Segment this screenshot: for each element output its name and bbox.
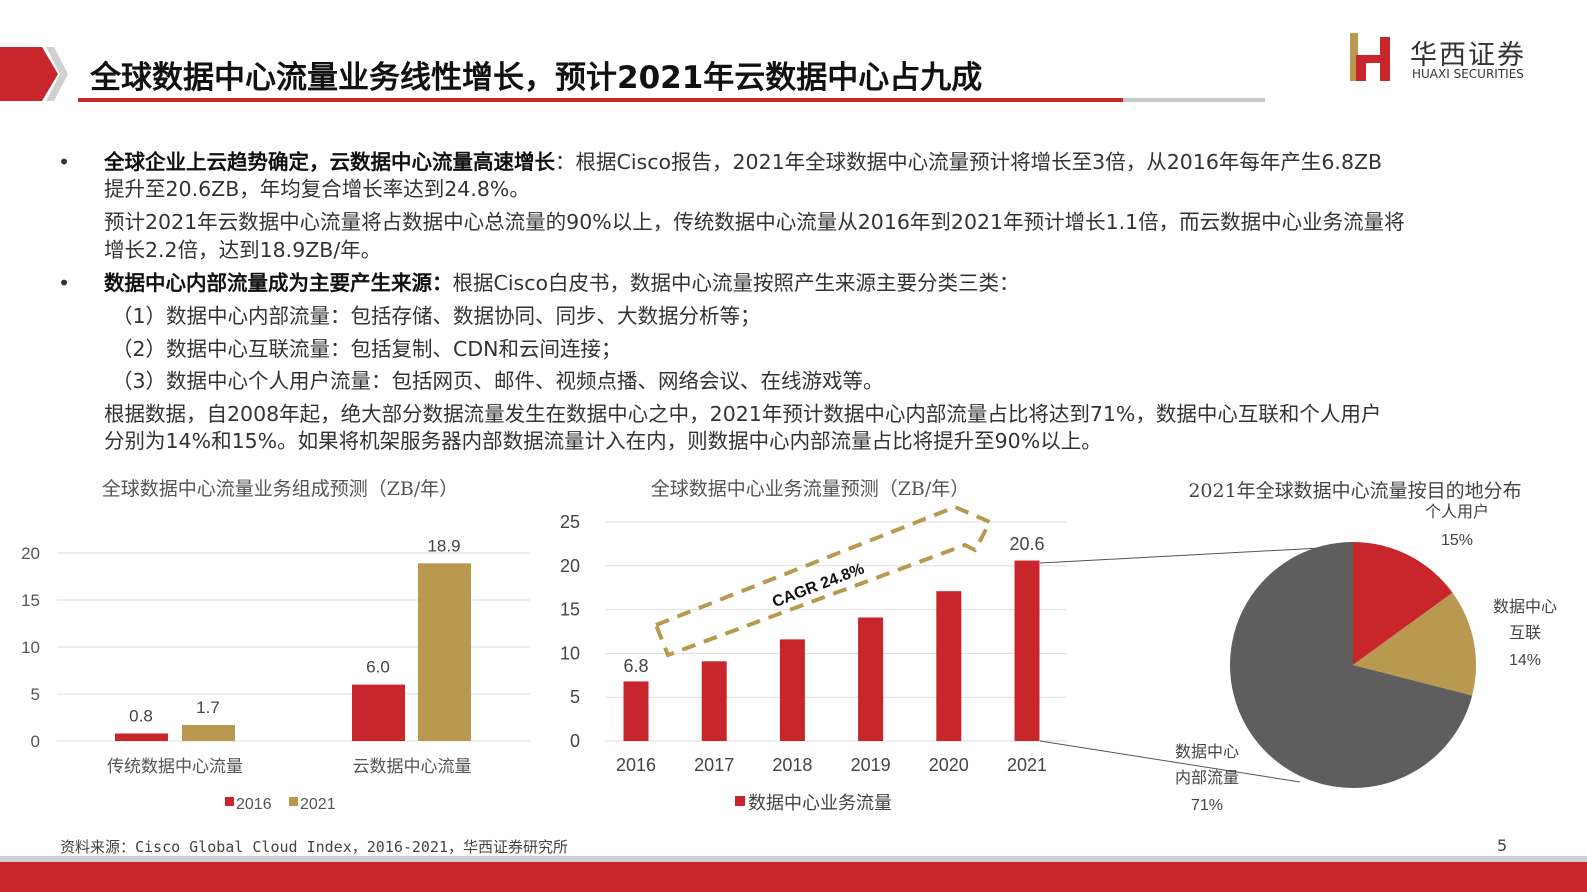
pie-value: 15% [1441, 532, 1473, 549]
page-title: 全球数据中心流量业务线性增长，预计2021年云数据中心占九成 [90, 60, 983, 96]
data-label: 6.0 [366, 658, 390, 677]
bar [623, 681, 649, 741]
chart3-title: 2021年全球数据中心流量按目的地分布 [1188, 480, 1522, 502]
bullet-dot: • [58, 150, 71, 174]
page-number: 5 [1497, 836, 1508, 855]
y-tick-label: 15 [21, 591, 40, 610]
para-2-line1: 预计2021年云数据中心流量将占数据中心总流量的90%以上，传统数据中心流量从2… [104, 210, 1405, 234]
x-tick-label: 2017 [694, 755, 734, 775]
legend-label: 2016 [236, 796, 272, 813]
pie-value: 71% [1191, 797, 1223, 814]
title-accent-arrow [0, 47, 68, 101]
data-label: 6.8 [623, 656, 648, 676]
list-item-3: （3）数据中心个人用户流量：包括网页、邮件、视频点播、网络会议、在线游戏等。 [112, 369, 884, 393]
para-3-line2: 分别为14%和15%。如果将机架服务器内部数据流量计入在内，则数据中心内部流量占… [104, 429, 1102, 453]
bullet-2-text: 根据Cisco白皮书，数据中心流量按照产生来源主要分类三类： [452, 271, 1020, 295]
pie-label: 数据中心 [1493, 598, 1557, 616]
bullet-1-line2: 提升至20.6ZB，年均复合增长率达到24.8%。 [104, 177, 530, 201]
pie-label: 数据中心 [1175, 743, 1239, 761]
source-note: 资料来源：Cisco Global Cloud Index，2016-2021，… [60, 838, 569, 856]
y-tick-label: 5 [31, 685, 40, 704]
cagr-label: CAGR 24.8% [770, 560, 867, 611]
data-label: 18.9 [427, 536, 460, 555]
bullet-2-heading: 数据中心内部流量成为主要产生来源： [104, 271, 453, 295]
legend-swatch [289, 797, 298, 806]
pie-label: 个人用户 [1425, 503, 1489, 521]
bar [936, 591, 962, 741]
cagr-arrow [653, 504, 993, 658]
data-label: 0.8 [129, 706, 153, 725]
pie-label: 内部流量 [1175, 769, 1239, 787]
y-tick-label: 0 [570, 731, 580, 751]
x-tick-label: 2019 [851, 755, 891, 775]
bar [182, 725, 235, 741]
connector-line [1039, 546, 1341, 564]
list-item-2: （2）数据中心互联流量：包括复制、CDN和云间连接； [112, 337, 622, 361]
data-label: 20.6 [1009, 534, 1044, 554]
y-tick-label: 5 [570, 687, 580, 707]
x-tick-label: 2018 [772, 755, 812, 775]
x-tick-label: 2021 [1007, 755, 1047, 775]
legend-label: 数据中心业务流量 [748, 793, 892, 813]
legend-swatch [735, 796, 745, 806]
y-tick-label: 0 [31, 732, 40, 751]
bullet-2: 数据中心内部流量成为主要产生来源：根据Cisco白皮书，数据中心流量按照产生来源… [104, 269, 1020, 297]
x-tick-label: 2016 [616, 755, 656, 775]
pie-slice [1353, 592, 1477, 696]
y-tick-label: 20 [21, 544, 40, 563]
bar [1014, 560, 1040, 741]
pie-slice [1353, 542, 1453, 665]
bar [115, 733, 168, 741]
footer-divider [0, 856, 1587, 862]
footer-bar [0, 862, 1587, 892]
legend-swatch [225, 797, 234, 806]
list-item-1: （1）数据中心内部流量：包括存储、数据协同、同步、大数据分析等； [112, 304, 761, 328]
bullet-dot: • [58, 271, 71, 295]
bullet-1-heading: 全球企业上云趋势确定，云数据中心流量高速增长 [104, 150, 555, 174]
y-tick-label: 10 [21, 638, 40, 657]
bullet-1: 全球企业上云趋势确定，云数据中心流量高速增长：根据Cisco报告，2021年全球… [104, 148, 1382, 176]
logo-mark-icon [1350, 33, 1390, 81]
bar [701, 661, 727, 741]
para-2-line2: 增长2.2倍，达到18.9ZB/年。 [104, 238, 382, 262]
chart2-title: 全球数据中心业务流量预测（ZB/年） [650, 478, 970, 500]
pie-slice [1230, 542, 1473, 788]
y-tick-label: 10 [560, 643, 580, 663]
logo: 华西证券 HUAXI SECURITIES [1350, 33, 1550, 83]
bar [858, 617, 884, 741]
para-3-line1: 根据数据，自2008年起，绝大部分数据流量发生在数据中心之中，2021年预计数据… [104, 402, 1382, 426]
connector-line [1039, 740, 1301, 783]
title-underline-gray [1123, 98, 1265, 102]
y-tick-label: 25 [560, 512, 580, 532]
y-tick-label: 20 [560, 556, 580, 576]
bar [779, 639, 805, 741]
logo-en: HUAXI SECURITIES [1412, 67, 1524, 81]
title-underline [78, 98, 1123, 102]
legend-label: 2021 [300, 796, 336, 813]
logo-cn: 华西证券 [1410, 40, 1526, 71]
bar [352, 684, 405, 741]
x-tick-label: 云数据中心流量 [353, 757, 472, 776]
pie-value: 14% [1509, 652, 1541, 669]
y-tick-label: 15 [560, 600, 580, 620]
x-tick-label: 传统数据中心流量 [107, 757, 243, 776]
pie-label: 互联 [1509, 624, 1541, 642]
chart1-title: 全球数据中心流量业务组成预测（ZB/年） [101, 478, 459, 500]
bar [418, 563, 471, 741]
bullet-1-text: ：根据Cisco报告，2021年全球数据中心流量预计将增长至3倍，从2016年每… [555, 150, 1383, 174]
x-tick-label: 2020 [929, 755, 969, 775]
data-label: 1.7 [196, 698, 220, 717]
